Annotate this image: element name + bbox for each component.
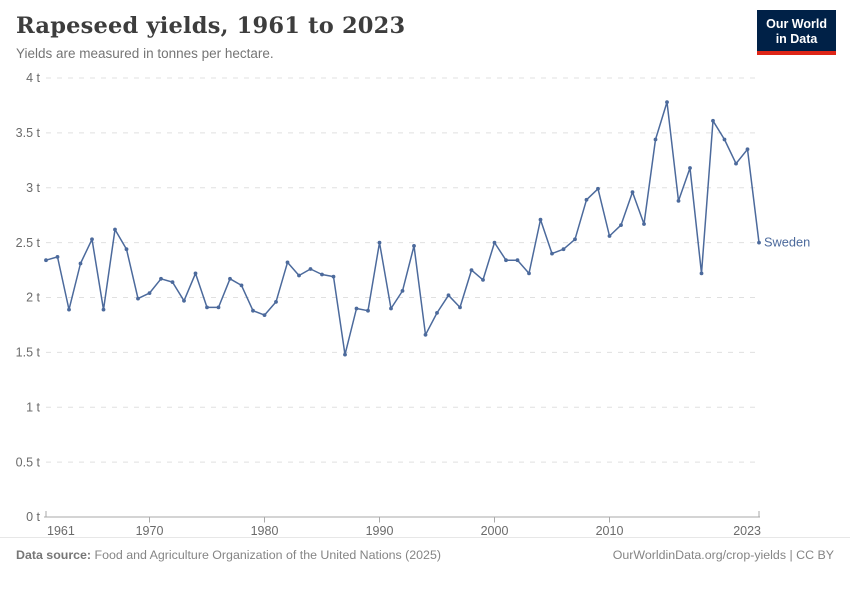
chart-title: Rapeseed yields, 1961 to 2023 — [16, 13, 406, 39]
data-point — [699, 271, 704, 276]
line-chart[interactable]: 0 t 0.5 t 1 t 1.5 t 2 t 2.5 t 3 t 3.5 t 4 t 1961 1… — [0, 67, 850, 537]
logo-line-2: in Data — [775, 31, 818, 46]
data-point — [550, 251, 554, 256]
data-point — [389, 306, 393, 311]
data-point — [642, 222, 646, 226]
footer-license: OurWorldinData.org/crop-yields | CC BY — [613, 548, 834, 562]
y-axis-tick-label: 3.5 t — [16, 126, 41, 140]
data-point — [573, 237, 577, 242]
y-axis-tick-label: 1.5 t — [16, 346, 41, 360]
data-point — [561, 247, 566, 252]
data-point — [124, 247, 129, 252]
data-point — [630, 190, 635, 194]
owid-logo[interactable]: Our World in Data — [757, 10, 836, 55]
data-point — [216, 305, 221, 310]
data-point — [711, 118, 715, 123]
data-point — [354, 306, 359, 311]
data-point — [734, 161, 738, 166]
data-point — [400, 289, 405, 293]
data-point — [688, 166, 692, 170]
data-point — [308, 267, 313, 271]
x-axis-tick-label: 1980 — [251, 524, 279, 537]
data-point — [193, 271, 198, 276]
logo-line-1: Our World — [766, 17, 827, 31]
data-point — [67, 307, 71, 312]
data-point — [90, 237, 94, 242]
data-point — [653, 137, 658, 142]
data-point — [492, 240, 497, 245]
data-point — [412, 244, 416, 248]
y-axis-tick-label: 2.5 t — [16, 236, 41, 250]
data-point — [481, 278, 485, 282]
data-point — [446, 293, 451, 298]
data-point — [619, 223, 623, 228]
data-point — [538, 217, 543, 222]
data-source-text: Food and Agriculture Organization of the… — [91, 548, 441, 562]
data-point — [262, 313, 267, 317]
data-point — [676, 199, 681, 203]
owid-url-link[interactable]: OurWorldinData.org/crop-yields — [612, 548, 787, 562]
y-axis-tick-label: 0.5 t — [16, 455, 41, 469]
y-axis-tick-label: 3 t — [26, 181, 40, 195]
chart-subtitle: Yields are measured in tonnes per hectar… — [16, 46, 274, 61]
data-point — [101, 307, 106, 312]
footer-separator: | — [786, 548, 797, 562]
data-point — [136, 296, 140, 301]
y-axis-tick-label: 0 t — [26, 510, 40, 524]
x-axis-tick-label: 2023 — [733, 524, 761, 537]
data-source: Data source: Food and Agriculture Organi… — [16, 548, 441, 562]
data-point — [607, 234, 612, 238]
x-axis-tick-label: 1970 — [136, 524, 164, 537]
data-point — [205, 305, 209, 310]
data-point — [504, 258, 508, 263]
data-point — [44, 258, 48, 263]
data-point — [458, 305, 462, 310]
data-point — [331, 274, 336, 279]
data-point — [297, 273, 301, 278]
x-axis-tick-label: 1990 — [366, 524, 394, 537]
y-axis-tick-label: 2 t — [26, 291, 40, 305]
data-point — [745, 147, 750, 152]
chart-footer: Data source: Food and Agriculture Organi… — [0, 537, 850, 600]
x-axis-tick-label: 2010 — [596, 524, 624, 537]
data-line — [45, 101, 760, 356]
data-point — [78, 261, 83, 266]
data-point — [722, 137, 727, 142]
data-point — [285, 260, 290, 265]
data-point — [584, 197, 589, 202]
series-label: Sweden — [764, 235, 810, 250]
x-axis-tick-label: 1961 — [47, 524, 75, 537]
data-point — [366, 308, 370, 313]
data-point — [665, 100, 669, 104]
data-point — [239, 283, 244, 288]
data-point — [343, 352, 347, 357]
x-axis-tick-label: 2000 — [481, 524, 509, 537]
data-point — [423, 332, 428, 337]
data-point — [274, 300, 278, 304]
data-point — [469, 268, 474, 272]
data-point — [228, 276, 232, 281]
data-point — [147, 291, 152, 295]
data-point — [170, 280, 175, 284]
data-point — [251, 308, 255, 313]
data-point — [377, 240, 382, 245]
data-point — [515, 258, 520, 263]
data-point — [757, 240, 761, 245]
data-point — [159, 276, 163, 281]
data-point — [55, 255, 60, 259]
data-point — [182, 298, 186, 303]
y-axis-tick-label: 1 t — [26, 400, 40, 414]
data-point — [596, 186, 600, 191]
data-source-label: Data source: — [16, 548, 92, 562]
license-link[interactable]: CC BY — [796, 548, 834, 562]
data-point — [527, 271, 531, 276]
data-point — [320, 272, 324, 277]
y-axis-tick-label: 4 t — [26, 71, 40, 85]
chart-header: Rapeseed yields, 1961 to 2023 Yields are… — [0, 0, 850, 67]
data-point — [113, 227, 117, 232]
data-point — [435, 311, 439, 315]
